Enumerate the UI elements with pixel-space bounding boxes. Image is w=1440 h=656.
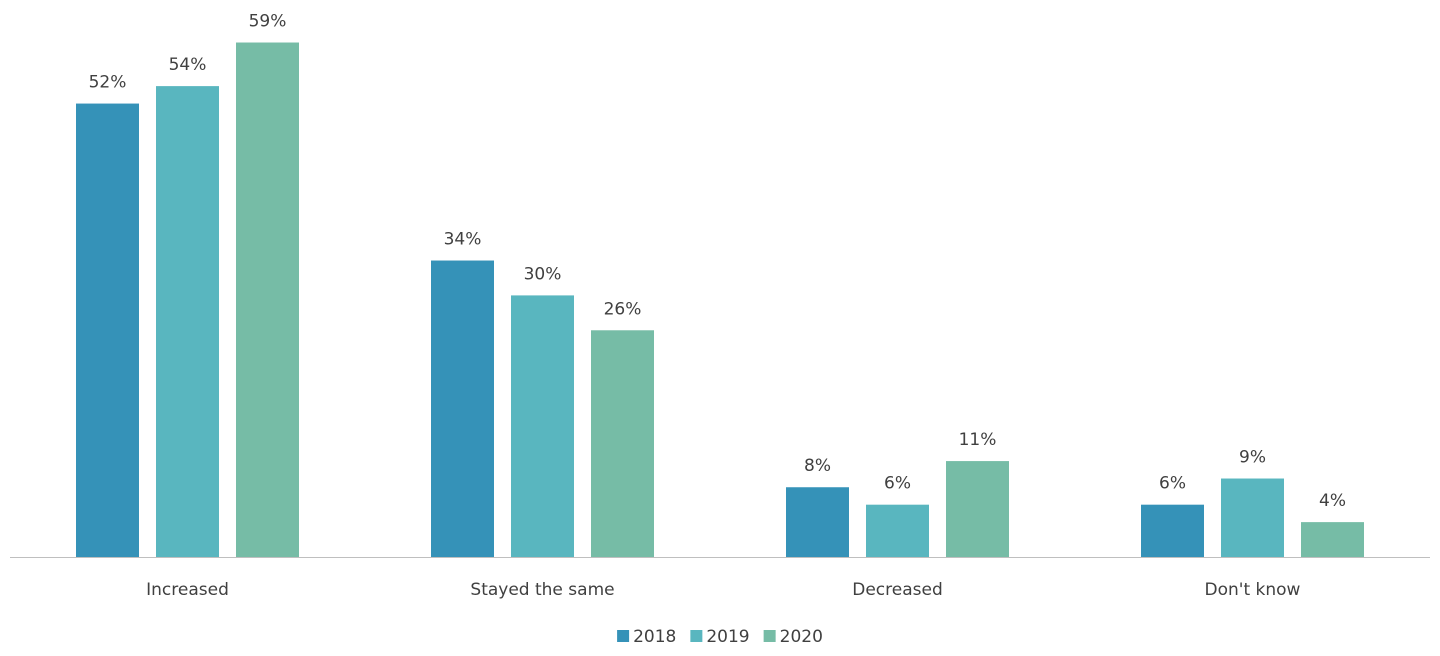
data-label-don-t-know-2018: 6%	[1159, 474, 1186, 494]
data-label-decreased-2020: 11%	[959, 430, 997, 450]
data-label-don-t-know-2019: 9%	[1239, 448, 1266, 468]
legend-label-2019: 2019	[706, 627, 749, 647]
bar-decreased-2020	[946, 461, 1009, 557]
legend-item-2020: 2020	[763, 627, 823, 647]
legend-item-2019: 2019	[690, 627, 750, 647]
data-label-stayed-the-same-2018: 34%	[444, 230, 482, 250]
x-tick-label-decreased: Decreased	[852, 580, 943, 600]
bar-stayed-the-same-2019	[511, 295, 574, 557]
data-label-stayed-the-same-2020: 26%	[604, 299, 642, 319]
bar-increased-2019	[156, 86, 219, 558]
data-label-decreased-2018: 8%	[804, 456, 831, 476]
data-label-don-t-know-2020: 4%	[1319, 491, 1346, 511]
data-label-decreased-2019: 6%	[884, 474, 911, 494]
data-label-stayed-the-same-2019: 30%	[524, 264, 562, 284]
bar-increased-2018	[76, 103, 139, 557]
bar-don-t-know-2018	[1141, 504, 1204, 557]
x-tick-labels-layer: Increased Stayed the same Decreased Don't k…	[146, 580, 1300, 600]
bar-don-t-know-2019	[1221, 478, 1284, 557]
legend-swatch-2018	[617, 630, 630, 642]
data-label-increased-2019: 54%	[169, 55, 207, 75]
bars-layer	[76, 42, 1364, 558]
legend-label-2020: 2020	[780, 627, 823, 647]
legend-item-2018: 2018	[617, 627, 676, 647]
legend-swatch-2020	[763, 630, 776, 642]
bar-increased-2020	[236, 42, 299, 557]
legend-swatch-2019	[690, 630, 703, 642]
bar-decreased-2019	[866, 504, 929, 557]
x-tick-label-don-t-know: Don't know	[1205, 580, 1301, 600]
data-label-increased-2020: 59%	[249, 12, 287, 32]
data-label-increased-2018: 52%	[89, 73, 127, 93]
bar-stayed-the-same-2020	[591, 330, 654, 557]
legend: 2018 2019 2020	[617, 627, 823, 647]
x-tick-label-stayed-the-same: Stayed the same	[470, 580, 614, 600]
data-labels-layer: 52% 54% 59% 34% 30% 26% 8% 6% 11% 6% 9% 4%	[89, 12, 1346, 512]
legend-label-2018: 2018	[633, 627, 676, 647]
bar-decreased-2018	[786, 487, 849, 557]
x-tick-label-increased: Increased	[146, 580, 229, 600]
bar-stayed-the-same-2018	[431, 260, 494, 557]
bar-don-t-know-2020	[1301, 522, 1364, 557]
